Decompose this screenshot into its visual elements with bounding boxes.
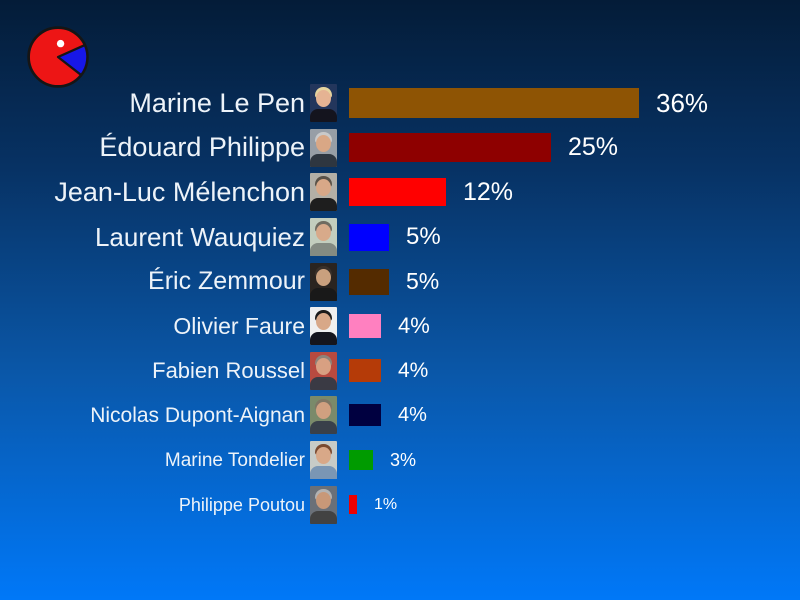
candidate-photo [310, 441, 337, 480]
candidate-name: Marine Tondelier [164, 449, 305, 471]
avatar-jacket [310, 421, 337, 435]
candidate-photo [310, 485, 337, 524]
poll-bar [349, 314, 381, 339]
candidate-photo [310, 307, 337, 346]
poll-bar [349, 268, 389, 295]
poll-row: Marine Le Pen 36% [0, 81, 800, 126]
candidate-name: Marine Le Pen [129, 87, 305, 118]
poll-row: Marine Tondelier 3% [0, 438, 800, 483]
avatar-jacket [310, 287, 337, 301]
avatar-face [316, 447, 331, 465]
candidate-photo [310, 396, 337, 435]
avatar-face [316, 90, 331, 108]
poll-row: Jean-Luc Mélenchon 12% [0, 170, 800, 215]
avatar-face [316, 491, 331, 509]
candidate-photo [310, 84, 337, 123]
poll-bar [349, 178, 446, 207]
avatar-face [316, 179, 331, 197]
pie-pacman-logo-icon [27, 26, 89, 88]
avatar-face [316, 313, 331, 331]
poll-row: Nicolas Dupont-Aignan 4% [0, 393, 800, 438]
poll-value-label: 4% [398, 404, 427, 427]
poll-bar [349, 450, 373, 471]
candidate-name: Jean-Luc Mélenchon [54, 176, 305, 207]
avatar-jacket [310, 198, 337, 212]
candidate-name: Olivier Faure [173, 312, 305, 339]
avatar-face [316, 357, 331, 375]
avatar-jacket [310, 510, 337, 524]
candidate-photo [310, 173, 337, 212]
poll-bar [349, 495, 357, 515]
avatar-face [316, 224, 331, 242]
poll-value-label: 3% [390, 450, 417, 471]
poll-value-label: 36% [656, 88, 709, 119]
candidate-name: Éric Zemmour [148, 267, 305, 296]
avatar-jacket [310, 376, 337, 390]
avatar-jacket [310, 243, 337, 257]
poll-value-label: 12% [463, 177, 514, 206]
poll-value-label: 25% [568, 133, 619, 162]
avatar-face [316, 134, 331, 152]
candidate-photo [310, 218, 337, 257]
poll-row: Laurent Wauquiez 5% [0, 215, 800, 260]
poll-bar [349, 404, 381, 427]
candidate-name: Philippe Poutou [178, 494, 305, 515]
avatar-face [316, 268, 331, 286]
poll-bar [349, 133, 551, 163]
candidate-name: Édouard Philippe [99, 132, 305, 163]
avatar-jacket [310, 109, 337, 123]
poll-value-label: 1% [374, 495, 398, 513]
candidate-photo [310, 351, 337, 390]
avatar-face [316, 402, 331, 420]
avatar-jacket [310, 332, 337, 346]
avatar-jacket [310, 466, 337, 480]
candidate-photo [310, 128, 337, 167]
poll-row: Éric Zemmour 5% [0, 259, 800, 304]
candidate-photo [310, 262, 337, 301]
poll-row: Philippe Poutou 1% [0, 482, 800, 527]
poll-value-label: 4% [398, 313, 430, 339]
poll-bar-chart: Marine Le Pen 36% Édouard Philippe 25% J… [0, 81, 800, 527]
poll-row: Édouard Philippe 25% [0, 126, 800, 171]
candidate-name: Nicolas Dupont-Aignan [90, 403, 305, 427]
poll-value-label: 4% [398, 359, 429, 383]
avatar-jacket [310, 153, 337, 167]
poll-bar [349, 223, 389, 251]
poll-value-label: 5% [406, 268, 440, 295]
candidate-name: Fabien Roussel [152, 357, 305, 383]
poll-row: Fabien Roussel 4% [0, 349, 800, 394]
poll-value-label: 5% [406, 223, 441, 251]
poll-bar [349, 359, 381, 383]
poll-bar [349, 88, 639, 119]
poll-row: Olivier Faure 4% [0, 304, 800, 349]
candidate-name: Laurent Wauquiez [94, 222, 305, 253]
